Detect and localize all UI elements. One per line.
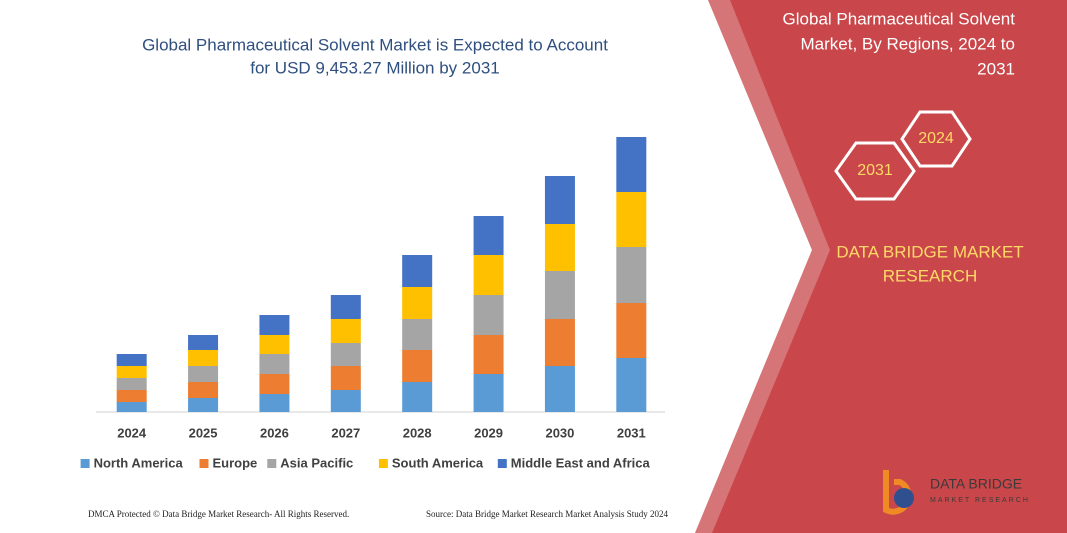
x-tick-label: 2024 [117,425,147,440]
bar-segment [116,402,147,412]
bar-segment [330,319,361,343]
bar-segment [616,137,647,192]
bar-segment [259,394,290,412]
bar-segment [116,354,147,366]
bar-segment [402,319,433,350]
bar-segment [402,255,433,287]
bar-segment [402,287,433,319]
chart-title: Global Pharmaceutical Solvent Market is … [142,35,608,54]
brand-text: RESEARCH [883,266,977,285]
bar-segment [616,247,647,303]
bar-segment [259,354,290,374]
legend-swatch [80,459,90,468]
hex-label: 2024 [918,130,954,147]
bar-segment [402,382,433,412]
bar-segment [544,271,575,319]
plot: 2024 2025 2026 2027 2028 2029 2030 2031 North Am… [80,137,651,470]
bar-segment [330,390,361,412]
footer-left: DMCA Protected © Data Bridge Market Rese… [88,509,349,519]
hexagon [900,110,972,168]
x-tick-label: 2029 [474,425,503,440]
panel-heading: Global Pharmaceutical Solvent [783,9,1016,28]
side-panel [695,0,1067,533]
bar-segment [188,335,219,350]
hexagon [834,141,916,201]
panel-heading: Market, By Regions, 2024 to [800,34,1015,53]
bar-segment [188,366,219,382]
x-tick-label: 2027 [331,425,360,440]
footer-right: Source: Data Bridge Market Research Mark… [426,509,668,519]
bar-segment [330,295,361,319]
bar-segment [330,366,361,390]
logo-subtext: MARKET RESEARCH [930,497,1030,504]
legend-label: Europe [213,455,258,470]
bar-segment [544,319,575,366]
bar-segment [616,192,647,247]
x-tick-label: 2025 [189,425,218,440]
bar-segment [473,295,504,335]
legend-swatch [267,459,277,468]
bar-segment [544,224,575,271]
hex-label: 2031 [857,162,893,179]
legend-label: Middle East and Africa [511,455,651,470]
bar-segment [616,303,647,358]
logo-mark [894,488,914,508]
bar-segment [188,398,219,412]
x-tick-label: 2030 [545,425,574,440]
bar-segment [473,335,504,374]
legend-swatch [497,459,507,468]
bar-segment [330,343,361,366]
bar-segment [473,216,504,255]
bar-segment [544,366,575,412]
bar-segment [116,378,147,390]
panel-edge [695,0,830,533]
bar-segment [402,350,433,382]
x-tick-label: 2026 [260,425,289,440]
bar-segment [473,255,504,295]
chart-title: for USD 9,453.27 Million by 2031 [250,58,499,77]
bar-segment [259,335,290,354]
brand-text: DATA BRIDGE MARKET [836,242,1023,261]
x-tick-label: 2031 [617,425,646,440]
x-tick-label: 2028 [403,425,432,440]
bar-segment [116,390,147,402]
bar-segment [259,315,290,335]
legend-label: South America [392,455,484,470]
bar-segment [259,374,290,394]
logo-text: DATA BRIDGE [930,476,1022,492]
legend-swatch [199,459,209,468]
bar-segment [188,382,219,398]
legend-label: North America [94,455,184,470]
bar-segment [116,366,147,378]
legend-swatch [378,459,388,468]
legend-label: Asia Pacific [280,455,353,470]
bar-segment [188,350,219,366]
panel-heading: 2031 [977,59,1015,78]
bar-segment [616,358,647,412]
bar-segment [473,374,504,412]
bar-segment [544,176,575,224]
